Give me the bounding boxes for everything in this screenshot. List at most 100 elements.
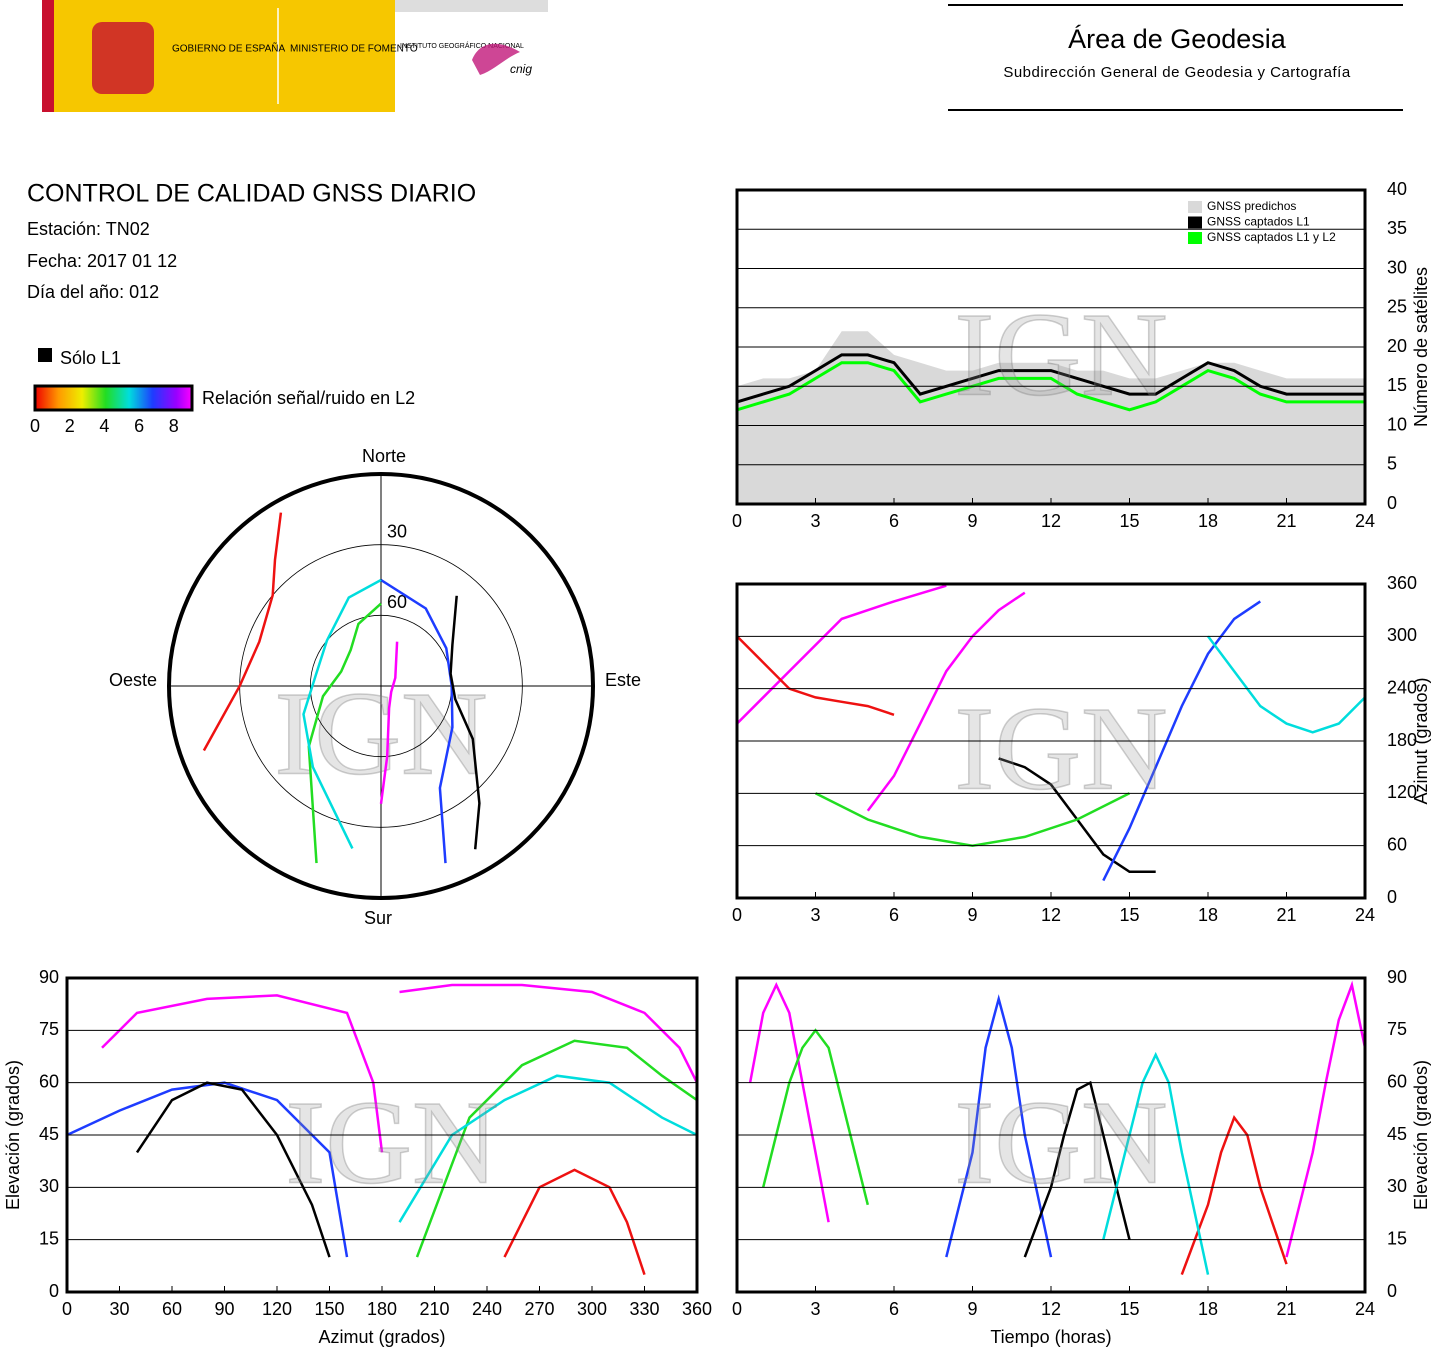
y-tick-label: 40	[1387, 179, 1407, 199]
y-tick-label: 90	[39, 967, 59, 987]
area	[737, 331, 1365, 504]
y-tick-label: 25	[1387, 297, 1407, 317]
x-tick-label: 6	[889, 1299, 899, 1319]
x-tick-label: 90	[214, 1299, 234, 1319]
x-tick-label: 9	[967, 511, 977, 531]
x-tick-label: 0	[732, 1299, 742, 1319]
x-tick-label: 210	[419, 1299, 449, 1319]
snr-tick-label: 0	[30, 416, 40, 436]
x-tick-label: 150	[314, 1299, 344, 1319]
track	[736, 361, 1365, 412]
plot-frame	[735, 976, 1367, 1294]
watermark: IGN	[954, 288, 1167, 421]
legend-swatch	[1188, 201, 1202, 213]
track	[135, 1081, 331, 1258]
x-tick-label: 15	[1119, 1299, 1139, 1319]
track	[1102, 600, 1261, 882]
x-tick-label: 9	[967, 905, 977, 925]
logo-institute: INSTITUTO GEOGRÁFICO NACIONAL	[400, 41, 524, 50]
y-tick-label: 240	[1387, 677, 1417, 697]
y-axis-label: Azimut (grados)	[1411, 677, 1431, 804]
day-of-year: Día del año: 012	[27, 282, 159, 302]
plot-frame	[735, 188, 1367, 506]
y-tick-label: 30	[39, 1176, 59, 1196]
l1-swatch	[38, 348, 52, 362]
y-tick-label: 60	[1387, 834, 1407, 854]
logo-cnig: cnig	[510, 62, 532, 76]
watermark: IGN	[285, 1076, 498, 1209]
x-tick-label: 15	[1119, 511, 1139, 531]
x-tick-label: 24	[1355, 511, 1375, 531]
y-tick-label: 15	[1387, 1228, 1407, 1248]
x-tick-label: 180	[367, 1299, 397, 1319]
x-tick-label: 330	[629, 1299, 659, 1319]
x-tick-label: 3	[810, 905, 820, 925]
x-tick-label: 3	[810, 511, 820, 531]
x-tick-label: 300	[577, 1299, 607, 1319]
watermark: IGN	[954, 682, 1167, 815]
x-tick-label: 120	[262, 1299, 292, 1319]
y-tick-label: 75	[39, 1019, 59, 1039]
x-tick-label: 18	[1198, 905, 1218, 925]
y-tick-label: 90	[1387, 967, 1407, 987]
track	[449, 595, 481, 850]
snr-tick-label: 8	[169, 416, 179, 436]
direction-label: Sur	[364, 908, 392, 928]
y-tick-label: 60	[39, 1071, 59, 1091]
x-tick-label: 12	[1041, 1299, 1061, 1319]
y-tick-label: 5	[1387, 454, 1397, 474]
x-tick-label: 21	[1276, 905, 1296, 925]
x-tick-label: 18	[1198, 511, 1218, 531]
x-tick-label: 6	[889, 905, 899, 925]
y-tick-label: 30	[1387, 257, 1407, 277]
date: Fecha: 2017 01 12	[27, 251, 177, 271]
y-tick-label: 15	[1387, 375, 1407, 395]
logo-ministry: MINISTERIO DE FOMENTO	[290, 44, 418, 55]
legend-swatch	[1188, 232, 1202, 244]
x-tick-label: 24	[1355, 905, 1375, 925]
report-title: CONTROL DE CALIDAD GNSS DIARIO	[27, 180, 476, 208]
y-axis-label: Elevación (grados)	[1411, 1060, 1431, 1210]
y-tick-label: 360	[1387, 573, 1417, 593]
y-tick-label: 20	[1387, 336, 1407, 356]
y-tick-label: 10	[1387, 414, 1407, 434]
plot-frame	[65, 976, 699, 1294]
track	[503, 1168, 646, 1275]
y-tick-label: 30	[1387, 1176, 1407, 1196]
snr-tick-label: 6	[134, 416, 144, 436]
snr-label: Relación señal/ruido en L2	[202, 388, 415, 408]
plot-frame	[735, 582, 1367, 900]
y-tick-label: 300	[1387, 625, 1417, 645]
x-tick-label: 6	[889, 511, 899, 531]
x-tick-label: 18	[1198, 1299, 1218, 1319]
y-tick-label: 0	[1387, 887, 1397, 907]
legend-swatch	[1188, 216, 1202, 229]
area-subtitle: Subdirección General de Geodesia y Carto…	[1003, 64, 1351, 81]
x-tick-label: 0	[732, 905, 742, 925]
track	[415, 1039, 698, 1258]
l1-label: Sólo L1	[60, 348, 121, 368]
x-tick-label: 0	[732, 511, 742, 531]
x-tick-label: 9	[967, 1299, 977, 1319]
x-tick-label: 15	[1119, 905, 1139, 925]
x-tick-label: 12	[1041, 511, 1061, 531]
track	[1285, 980, 1367, 1258]
y-axis-label: Elevación (grados)	[3, 1060, 23, 1210]
x-axis-label: Azimut (grados)	[318, 1327, 445, 1347]
y-tick-label: 45	[1387, 1124, 1407, 1144]
snr-tick-label: 2	[65, 416, 75, 436]
logo: GOBIERNO DE ESPAÑA MINISTERIO DE FOMENTO…	[42, 0, 548, 112]
snr-colorbar	[33, 384, 194, 412]
area-title: Área de Geodesia	[1068, 24, 1287, 54]
x-tick-label: 240	[472, 1299, 502, 1319]
y-tick-label: 15	[39, 1228, 59, 1248]
x-tick-label: 60	[162, 1299, 182, 1319]
legend-label: GNSS captados L1 y L2	[1207, 230, 1336, 244]
x-tick-label: 360	[682, 1299, 712, 1319]
x-tick-label: 21	[1276, 511, 1296, 531]
track	[736, 635, 895, 716]
ring-label: 30	[387, 521, 407, 541]
track	[379, 641, 399, 804]
direction-label: Este	[605, 670, 641, 690]
